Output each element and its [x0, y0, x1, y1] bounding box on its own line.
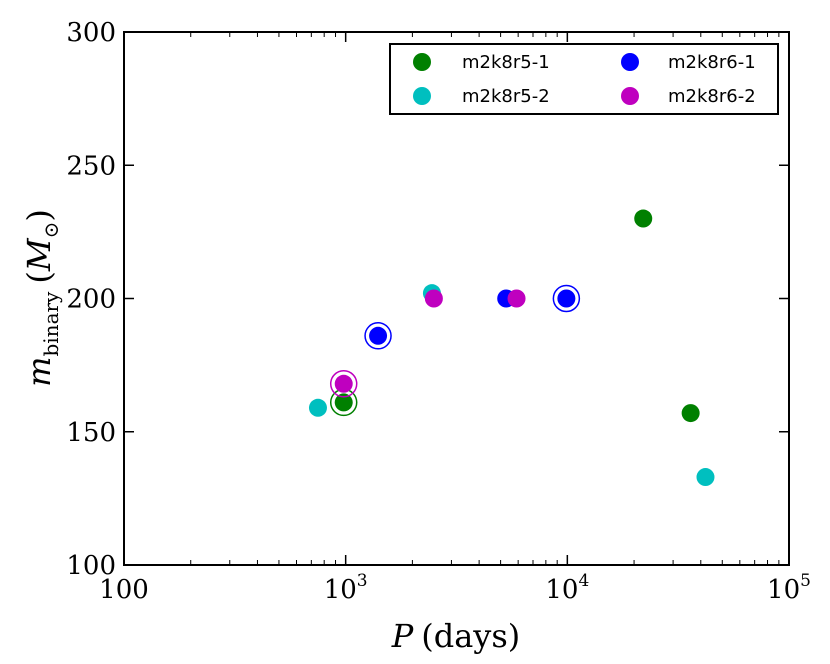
point-ring-m2k8r6-1 [364, 322, 392, 350]
legend: m2k8r5-1 m2k8r5-2 m2k8r6-1 m2k8r6-2 [389, 43, 779, 115]
point-m2k8r6-1 [557, 289, 576, 308]
point-m2k8r5-2 [308, 398, 327, 417]
y-tick-label: 300 [66, 18, 116, 48]
legend-box [389, 43, 779, 115]
point-m2k8r5-2 [696, 468, 715, 487]
plot-frame [123, 31, 790, 566]
x-axis-label: P (days) [391, 617, 521, 655]
y-tick-label: 100 [66, 551, 116, 581]
legend-label-m2k8r5-2: m2k8r5-2 [462, 86, 550, 107]
legend-marker-m2k8r6-1 [621, 53, 639, 71]
point-m2k8r5-1 [334, 393, 353, 412]
legend-label-m2k8r5-1: m2k8r5-1 [462, 52, 550, 73]
y-tick-label: 200 [66, 285, 116, 315]
legend-label-m2k8r6-2: m2k8r6-2 [668, 86, 756, 107]
point-m2k8r5-1 [634, 209, 653, 228]
tick-labels: 100 103 104 105 100 150 200 250 300 [66, 18, 811, 605]
y-tick-label: 250 [66, 151, 116, 181]
legend-marker-m2k8r6-2 [621, 87, 639, 105]
point-m2k8r6-2 [334, 374, 353, 393]
point-m2k8r6-2 [507, 289, 526, 308]
point-m2k8r6-1 [369, 326, 388, 345]
x-tick-label: 100 [99, 575, 149, 605]
y-axis-label: mbinary(M⊙) [20, 209, 63, 387]
point-m2k8r6-2 [424, 289, 443, 308]
y-tick-label: 150 [66, 418, 116, 448]
x-tick-label: 103 [324, 571, 368, 605]
legend-marker-m2k8r5-2 [413, 87, 431, 105]
legend-marker-m2k8r5-1 [413, 53, 431, 71]
x-tick-label: 104 [545, 571, 589, 605]
x-tick-label: 105 [767, 571, 811, 605]
point-m2k8r5-1 [681, 404, 700, 423]
point-ring-m2k8r6-1 [552, 284, 581, 313]
point-ring-m2k8r6-2 [329, 370, 358, 398]
data-points [308, 209, 715, 487]
legend-label-m2k8r6-1: m2k8r6-1 [668, 52, 756, 73]
